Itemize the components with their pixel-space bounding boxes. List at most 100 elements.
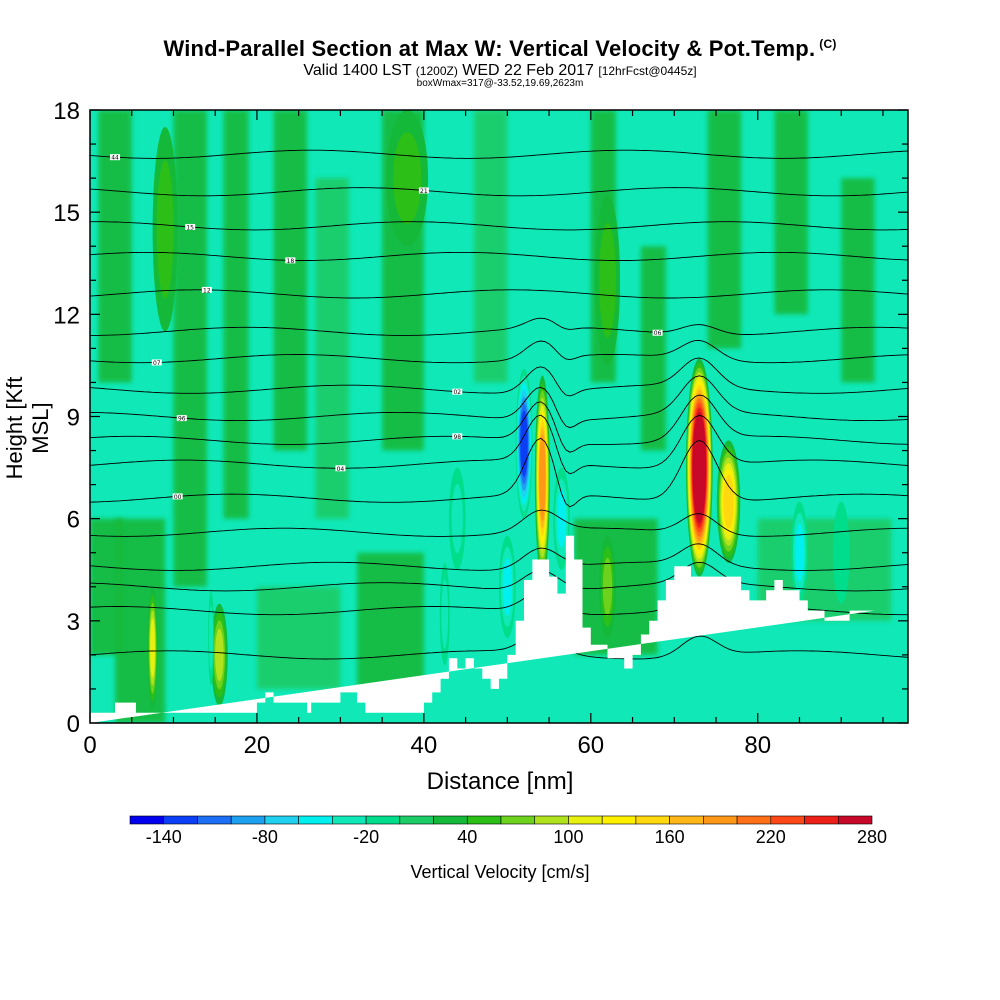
- theta-contour: [90, 509, 908, 537]
- x-tick-label: 60: [577, 732, 604, 759]
- theta-label-bg: [652, 329, 663, 336]
- colorbar-swatch: [534, 815, 569, 825]
- theta-contour: [90, 289, 908, 299]
- theta-contour: [90, 375, 908, 429]
- theta-contour: [90, 394, 908, 453]
- valid-time-line: Valid 1400 LST (1200Z) WED 22 Feb 2017 […: [0, 62, 1000, 80]
- colorbar-tick-label: -20: [353, 827, 379, 847]
- potential-temperature-contours: 00 04 98 96 02 07 06 12 18 15 21 44: [90, 149, 908, 660]
- w-contour-band: [832, 501, 850, 604]
- boxmax-info: boxWmax=317@-33.52,19.69,2623m: [416, 78, 584, 89]
- w-streak: [223, 110, 249, 519]
- theta-contour: [90, 149, 908, 159]
- colorbar-swatch: [837, 815, 873, 825]
- colorbar-tick-label: -140: [146, 827, 182, 847]
- w-streak: [774, 110, 808, 315]
- colorbar-swatch: [129, 815, 165, 825]
- w-streak: [841, 178, 875, 383]
- y-tick-label: 9: [67, 405, 80, 432]
- colorbar-swatch: [770, 815, 805, 825]
- colorbar-swatch: [703, 815, 738, 825]
- x-tick-label: 0: [83, 732, 96, 759]
- theta-label: 00: [174, 494, 182, 501]
- theta-contour: [90, 414, 908, 475]
- x-tick-label: 40: [411, 732, 438, 759]
- w-contour-band: [150, 618, 156, 678]
- theta-label-bg: [452, 388, 463, 395]
- w-streak: [98, 110, 132, 383]
- y-axis-title: Height [Kft MSL]: [2, 376, 53, 480]
- x-axis: 0 20 40 60 80: [83, 110, 884, 759]
- theta-label: 18: [287, 258, 295, 265]
- theta-label-bg: [176, 415, 187, 422]
- theta-label: 02: [453, 389, 461, 396]
- colorbar-tick-label: 280: [857, 827, 887, 847]
- theta-label: 96: [178, 416, 186, 423]
- x-tick-label: 20: [244, 732, 271, 759]
- colorbar-swatch: [568, 815, 603, 825]
- colorbar-swatch: [500, 815, 536, 825]
- theta-label-bg: [452, 433, 463, 440]
- theta-label: 98: [453, 434, 461, 441]
- theta-contour: [90, 357, 908, 397]
- y-tick-label: 15: [53, 200, 80, 227]
- theta-contour: [90, 339, 908, 364]
- x-tick-label: 80: [744, 732, 771, 759]
- theta-contour: [90, 221, 908, 231]
- colorbar-tick-label: 220: [756, 827, 786, 847]
- theta-label-bg: [172, 493, 183, 500]
- copyright-mark: (C): [819, 36, 837, 51]
- colorbar-swatch: [433, 815, 468, 825]
- colorbar-swatch: [197, 815, 232, 825]
- w-contour-band: [209, 605, 214, 671]
- w-streak: [640, 246, 666, 451]
- colorbar-swatch: [736, 815, 772, 825]
- y-tick-label: 3: [67, 609, 80, 636]
- y-tick-label: 12: [53, 302, 80, 329]
- w-streak: [256, 586, 341, 689]
- colorbar-tick-label: 160: [655, 827, 685, 847]
- y-tick-label: 0: [67, 711, 80, 738]
- w-streak: [273, 110, 308, 451]
- vertical-velocity-field: [147, 110, 850, 710]
- colorbar-swatch: [601, 815, 637, 825]
- w-contour-band: [599, 222, 616, 338]
- theta-contour: [90, 543, 908, 571]
- w-streak: [357, 552, 424, 689]
- y-axis: 0 3 6 9 12 15 18: [53, 98, 908, 738]
- colorbar-title: Vertical Velocity [cm/s]: [410, 862, 590, 882]
- theta-label: 12: [203, 287, 211, 294]
- colorbar-swatch: [399, 815, 434, 825]
- w-contour-band: [539, 434, 546, 521]
- w-contour-band: [393, 132, 422, 225]
- theta-label-bg: [151, 359, 162, 366]
- theta-label-bg: [110, 154, 121, 161]
- chart-title-text: Wind-Parallel Section at Max W: Vertical…: [163, 36, 816, 61]
- colorbar-swatch: [332, 815, 367, 825]
- colorbar-swatch: [264, 815, 299, 825]
- vertical-velocity-streaks: [90, 110, 892, 723]
- theta-label: 07: [153, 360, 161, 367]
- theta-label: 21: [420, 188, 428, 195]
- colorbar-swatch: [230, 815, 266, 825]
- valid-date: WED 22 Feb 2017: [462, 62, 594, 79]
- w-streak: [707, 110, 742, 349]
- theta-contour: [90, 251, 908, 261]
- colorbar-tick-label: 40: [457, 827, 477, 847]
- colorbar-swatch: [669, 815, 704, 825]
- theta-contour: [90, 437, 908, 508]
- colorbar-swatch: [804, 815, 839, 825]
- theta-label: 15: [186, 224, 194, 231]
- y-tick-label: 6: [67, 507, 80, 534]
- theta-contour: [90, 561, 908, 592]
- colorbar: -140 -80 -20 40 100 160 220 280: [129, 815, 887, 847]
- colorbar-swatch: [466, 815, 502, 825]
- colorbar-swatch: [635, 815, 670, 825]
- w-contour-band: [520, 410, 528, 477]
- w-streak: [473, 110, 508, 383]
- theta-label-bg: [185, 223, 196, 230]
- w-contour-band: [602, 557, 613, 616]
- colorbar-tick-label: 100: [553, 827, 583, 847]
- w-contour-band: [215, 628, 224, 682]
